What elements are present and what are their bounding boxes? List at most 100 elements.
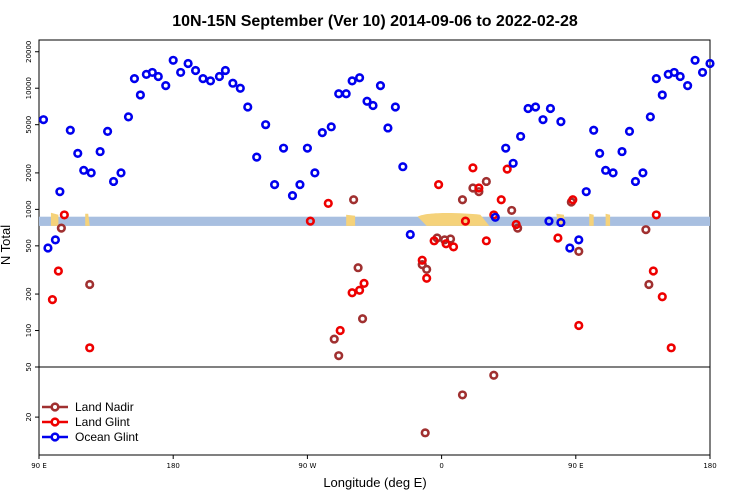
data-point [481,236,491,246]
data-point [50,235,61,245]
data-point [457,195,468,205]
data-point [176,67,186,78]
data-point [489,370,499,380]
data-point [445,234,456,244]
data-point [556,117,566,127]
data-point [638,168,648,178]
data-point [168,55,178,65]
data-point [55,187,65,197]
sand-mark-6 [605,213,611,226]
data-point [690,55,700,65]
data-point [565,243,575,253]
data-point [214,71,225,82]
data-point [501,143,511,153]
data-point [323,198,333,209]
data-point [278,143,289,153]
data-point [198,74,208,84]
data-point [589,125,599,135]
data-point [334,351,344,361]
data-point [353,263,363,273]
data-point [608,168,618,178]
data-point [310,168,320,178]
data-point [354,285,365,295]
y-tick-label: 100 [25,324,33,337]
data-point [468,163,478,173]
data-point [73,148,83,158]
data-point [228,78,238,88]
y-tick-label: 20000 [25,41,33,63]
data-point [705,58,715,69]
data-point [269,180,280,190]
series-land-glint [47,163,676,353]
data-point [354,73,365,83]
data-point [335,325,345,336]
data-point [190,65,201,76]
x-tick-label: 90 E [31,462,47,470]
data-point [617,146,627,157]
data-point [129,74,140,84]
upper-panel-frame [38,39,711,368]
y-axis-label: N Total [0,225,13,265]
x-tick-label: 90 E [568,462,584,470]
data-point [507,205,517,216]
chart-title: 10N-15N September (Ver 10) 2014-09-06 to… [172,13,578,30]
data-point [53,266,63,276]
data-point [153,71,163,82]
data-point [502,164,512,174]
data-point [368,100,378,111]
data-point [261,120,271,130]
data-point [538,115,548,125]
x-tick-label: 180 [703,462,716,470]
data-point [220,65,230,76]
y-tick-label: 5000 [25,116,33,134]
data-point [326,122,336,132]
data-point [581,187,591,197]
data-point [183,58,193,69]
data-point [595,148,605,158]
data-point [420,428,430,438]
sand-mark-5 [589,213,594,226]
y-tick-label: 1000 [25,200,33,218]
data-point [43,243,53,253]
y-tick-label: 10000 [25,77,33,99]
data-point [657,292,667,302]
data-point [123,112,134,122]
data-point [648,266,658,276]
data-point [574,246,584,256]
data-point [697,67,708,78]
data-point [252,152,262,162]
data-point [429,236,439,246]
data-point [86,168,96,178]
data-point [644,279,654,290]
y-tick-label: 2000 [25,164,33,182]
data-point [95,146,105,157]
data-point [516,131,526,142]
data-point [683,81,693,91]
sensitivity-band [39,216,710,226]
x-axis-label: Longitude (deg E) [323,475,426,490]
data-point [666,343,676,353]
x-tick-label: 90 W [298,462,316,470]
data-point [448,242,459,252]
x-tick-label: 0 [439,462,443,470]
data-point [108,176,119,187]
series-points [38,55,715,438]
y-tick-label: 50 [25,363,33,372]
data-point [457,390,468,400]
data-point [302,143,313,153]
x-tick-label: 180 [167,462,180,470]
sand-mark-2 [85,213,90,226]
data-point [574,235,584,245]
lower-panel-frame [38,366,711,456]
legend-marker [50,417,60,427]
data-point [349,195,359,205]
data-point [38,115,49,125]
data-point [508,158,518,168]
data-point [383,123,393,133]
y-tick-label: 500 [25,239,33,252]
data-point [295,180,305,190]
data-point [675,71,685,82]
data-point [116,168,126,178]
